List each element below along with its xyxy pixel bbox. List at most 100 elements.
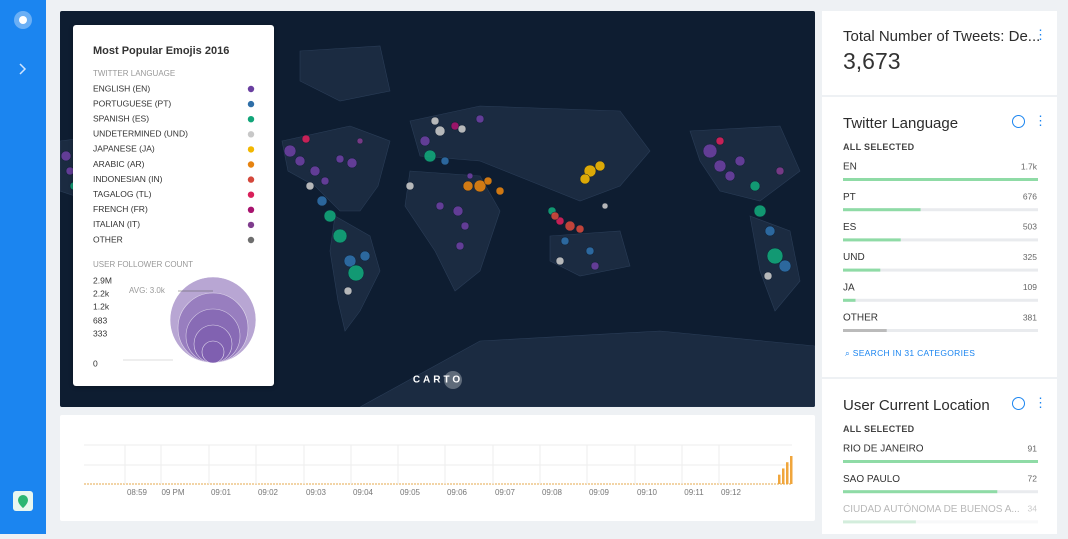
map-point [583, 164, 597, 178]
row-value: 72 [1028, 473, 1038, 483]
row-value: 503 [1023, 222, 1037, 232]
map-point [419, 135, 431, 147]
expand-button[interactable] [19, 63, 27, 75]
row-bar [843, 298, 856, 302]
sidebar-icons [13, 11, 33, 511]
search-link[interactable]: ⌕ SEARCH IN 31 CATEGORIES [845, 348, 975, 359]
timeline-bar [790, 456, 793, 484]
row-track [843, 298, 1038, 302]
row-bar [843, 490, 998, 494]
map-point [601, 202, 609, 210]
row-value: 381 [1023, 312, 1037, 322]
legend-canvas: Most Popular Emojis 2016 TWITTER LANGUAG… [93, 45, 257, 368]
map-point [564, 220, 576, 232]
row-bar [843, 268, 881, 272]
filter-button[interactable] [1012, 115, 1025, 128]
legend-label: INDONESIAN (IN) [93, 174, 163, 184]
legend-swatch [247, 236, 255, 244]
map-point [332, 228, 348, 244]
map-point [575, 224, 585, 234]
map-point [323, 209, 337, 223]
map-canvas: CARTO [60, 45, 815, 407]
map-point [715, 136, 725, 146]
size-label: 2.2k [93, 288, 110, 298]
time-label: 09:09 [589, 488, 610, 497]
sidebar [0, 0, 46, 534]
legend-label: UNDETERMINED (UND) [93, 129, 188, 139]
menu-button[interactable]: ⋮ [1034, 27, 1047, 42]
map-legend: Most Popular Emojis 2016 TWITTER LANGUAG… [73, 25, 274, 386]
row-name: CIUDAD AUTÓNOMA DE BUENOS A... [843, 502, 1020, 515]
size-label: 333 [93, 328, 107, 338]
row-value: 91 [1028, 443, 1038, 453]
map-point [435, 201, 445, 211]
map-point [734, 155, 746, 167]
legend-swatch [247, 221, 255, 229]
map-point [359, 250, 371, 262]
map-point [775, 166, 785, 176]
size-bubbles [169, 276, 257, 364]
time-label: 09:01 [211, 488, 232, 497]
row-name: PT [843, 192, 856, 203]
map-point [434, 125, 446, 137]
row-bar [843, 178, 1038, 181]
legend-title: Most Popular Emojis 2016 [93, 45, 229, 57]
filter-button[interactable] [1012, 397, 1025, 410]
map-point [560, 236, 570, 246]
time-label: 09:07 [495, 488, 516, 497]
timeline-canvas: 08:59 09 PM 09:01 09:02 09:03 09:04 09:05 09:06… [84, 444, 793, 497]
map-point [452, 205, 464, 217]
map-logo-dot [444, 371, 462, 389]
widget-title: User Current Location [843, 397, 990, 414]
legend-label: PORTUGUESE (PT) [93, 98, 171, 108]
location-rows: RIO DE JANEIRO 91 SAO PAULO 72 CIUDAD AUTÓNO… [843, 443, 1038, 524]
row-bar [843, 520, 916, 524]
app-pin [18, 495, 28, 508]
time-label: 09:05 [400, 488, 421, 497]
map-point [346, 157, 358, 169]
map-point [356, 137, 364, 145]
time-label: 09:11 [684, 488, 704, 497]
map-point [309, 165, 321, 177]
row-bar [843, 208, 921, 212]
language-widget: Twitter Language ALL SELECTED ⋮ EN 1.7k PT… [822, 97, 1057, 377]
map-point [466, 172, 474, 180]
legend-swatch [247, 85, 255, 93]
map-point [702, 143, 718, 159]
row-name: RIO DE JANEIRO [843, 444, 924, 455]
menu-button[interactable]: ⋮ [1034, 113, 1047, 128]
timeline-bar [778, 474, 781, 484]
map-point [749, 180, 761, 192]
time-label: 09:03 [306, 488, 327, 497]
legend-swatch [247, 176, 255, 183]
map-point [457, 124, 467, 134]
search-text: SEARCH IN 31 CATEGORIES [852, 348, 976, 358]
map-point [473, 179, 487, 193]
legend-label: SPANISH (ES) [93, 113, 149, 123]
legend-swatch [247, 100, 255, 108]
map-point [495, 186, 505, 196]
legend-swatch [247, 161, 255, 168]
time-label: 09:12 [721, 488, 742, 497]
timeline[interactable]: 08:59 09 PM 09:01 09:02 09:03 09:04 09:05 09:06… [60, 415, 815, 521]
size-label: 1.2k [93, 301, 110, 311]
legend-heading: USER FOLLOWER COUNT [93, 260, 193, 269]
map-point [283, 144, 297, 158]
map-point [594, 160, 606, 172]
timeline-bar [782, 468, 785, 484]
row-value: 109 [1023, 282, 1037, 292]
size-label: 2.9M [93, 275, 112, 285]
menu-button[interactable]: ⋮ [1034, 395, 1047, 410]
map-point [423, 149, 437, 163]
legend-label: OTHER [93, 234, 123, 244]
map-point [343, 286, 353, 296]
row-name: JA [843, 282, 855, 293]
row-track [843, 520, 1038, 524]
location-widget: User Current Location ALL SELECTED ⋮ RIO… [822, 379, 1057, 534]
map-point [766, 247, 784, 265]
legend-heading: TWITTER LANGUAGE [93, 69, 175, 78]
map-point [455, 241, 465, 251]
legend-label: FRENCH (FR) [93, 204, 148, 214]
legend-swatch [247, 131, 255, 138]
